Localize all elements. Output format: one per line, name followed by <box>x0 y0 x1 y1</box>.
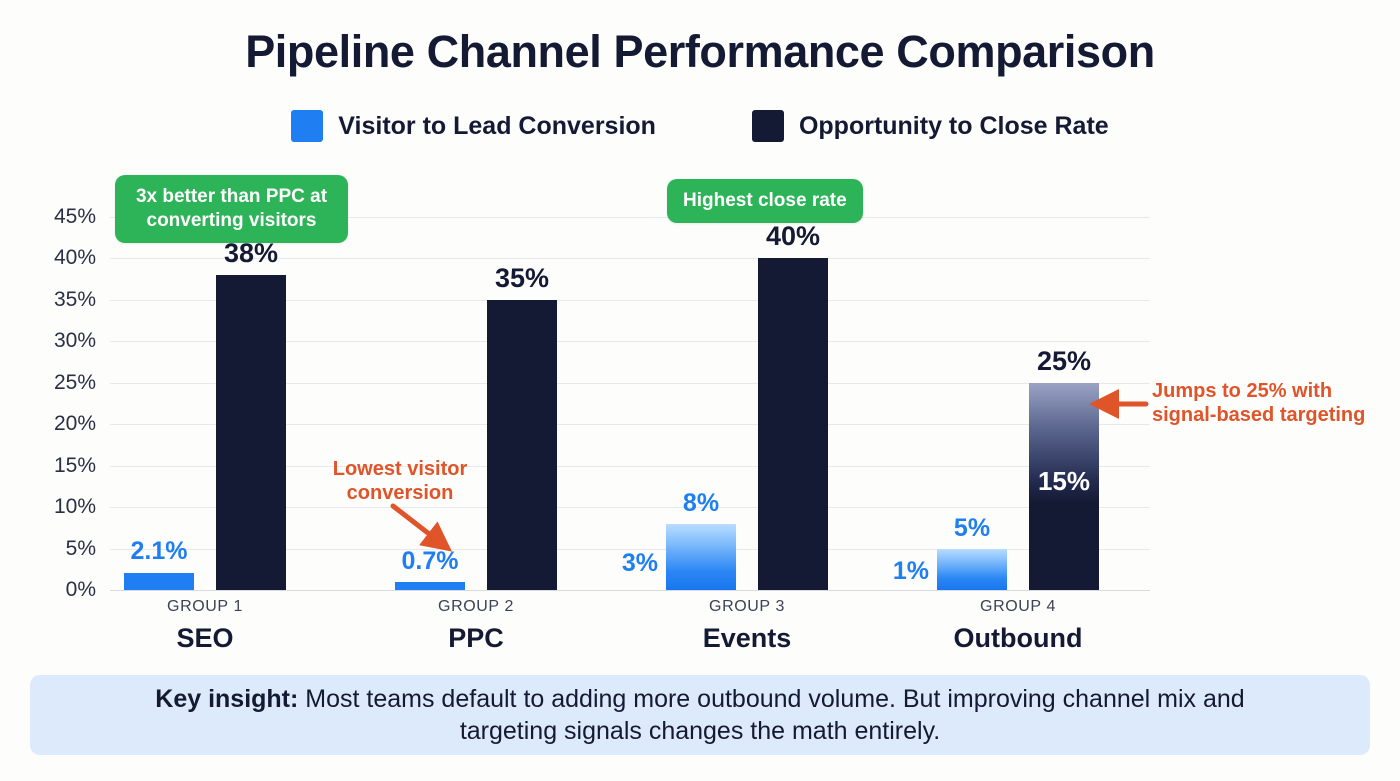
xaxis-group-big-events: Events <box>702 623 792 653</box>
bar-outbound-opportunity-to-close[interactable] <box>1029 382 1099 590</box>
bar-baseline-label-outbound-visitor-to-lead: 1% <box>892 557 929 585</box>
bar-events-visitor-to-lead[interactable] <box>666 523 736 590</box>
legend-label-opportunity-to-close: Opportunity to Close Rate <box>798 111 1109 140</box>
callout-badge-events[interactable]: Highest close rate <box>667 179 863 223</box>
xaxis-group-outbound: GROUP 4 Outbound <box>954 598 1083 654</box>
bar-ppc-visitor-to-lead[interactable] <box>395 582 465 590</box>
bar-seo-visitor-to-lead[interactable] <box>124 572 194 590</box>
bar-label-outbound-visitor-to-lead: 5% <box>953 514 991 542</box>
ytick-label-45: 45% <box>53 205 96 228</box>
bar-label-seo-visitor-to-lead: 2.1% <box>130 537 188 565</box>
bar-group-seo: 2.1% 38% <box>110 217 350 590</box>
xaxis-group-small-outbound: GROUP 4 <box>980 598 1056 615</box>
ytick-label-10: 10% <box>53 495 96 519</box>
xaxis-group-small-ppc: GROUP 2 <box>438 598 514 615</box>
callout-arrow-outbound-icon <box>1089 389 1149 419</box>
bar-group-events: 8% 3% 40% <box>622 217 892 590</box>
callout-note-ppc-line2: conversion <box>346 482 454 505</box>
gridline-0 <box>110 590 1150 591</box>
gridline-10 <box>110 507 1150 509</box>
legend-item-visitor-to-lead[interactable]: Visitor to Lead Conversion <box>291 110 656 142</box>
gridline-45 <box>110 217 1150 218</box>
callout-badge-seo[interactable]: 3x better than PPC at converting visitor… <box>115 175 348 243</box>
key-insight-body: Most teams default to adding more outbou… <box>298 685 1245 745</box>
legend-item-opportunity-to-close[interactable]: Opportunity to Close Rate <box>751 110 1109 142</box>
gridline-35 <box>110 299 1150 301</box>
bar-group-outbound: 5% 1% 25% 15% <box>893 217 1163 590</box>
callout-note-ppc: Lowest visitor conversion <box>327 457 473 506</box>
callout-note-outbound-line2: signal-based targeting <box>1152 404 1366 427</box>
gridline-25 <box>110 382 1150 384</box>
callout-badge-seo-line2: converting visitors <box>146 209 317 231</box>
bar-outbound-visitor-to-lead[interactable] <box>937 548 1007 590</box>
legend-label-visitor-to-lead: Visitor to Lead Conversion <box>338 111 656 140</box>
ytick-label-40: 40% <box>53 246 96 270</box>
xaxis-group-seo: GROUP 1 SEO <box>167 598 243 654</box>
ytick-label-15: 15% <box>53 453 96 477</box>
ytick-label-25: 25% <box>53 370 96 394</box>
gridline-40 <box>110 258 1150 260</box>
ytick-label-35: 35% <box>53 287 96 311</box>
bar-label-ppc-opportunity-to-close: 35% <box>494 263 550 293</box>
xaxis-group-events: GROUP 3 Events <box>703 598 792 654</box>
callout-note-outbound: Jumps to 25% with signal-based targeting <box>1152 379 1365 428</box>
callout-arrow-ppc-icon <box>390 503 453 552</box>
key-insight-panel: Key insight: Most teams default to addin… <box>30 675 1370 755</box>
ytick-label-20: 20% <box>53 412 96 436</box>
legend-swatch-icon-navy <box>751 110 784 142</box>
callout-note-outbound-line1: Jumps to 25% with <box>1152 380 1333 402</box>
bar-events-opportunity-to-close[interactable] <box>758 258 828 590</box>
ytick-label-0: 0% <box>65 578 96 601</box>
xaxis-group-small-events: GROUP 3 <box>709 598 785 615</box>
bar-label-events-opportunity-to-close: 40% <box>765 221 821 251</box>
bar-label-events-visitor-to-lead: 8% <box>682 489 720 517</box>
ytick-label-30: 30% <box>53 329 96 353</box>
page-title: Pipeline Channel Performance Comparison <box>245 26 1155 77</box>
gridline-30 <box>110 341 1150 343</box>
bar-label-outbound-opportunity-to-close: 25% <box>1036 346 1092 376</box>
callout-badge-events-line1: Highest close rate <box>683 190 847 211</box>
key-insight-label: Key insight: <box>155 685 299 713</box>
bar-seo-opportunity-to-close[interactable] <box>216 275 286 590</box>
bar-label-seo-opportunity-to-close: 38% <box>223 238 279 268</box>
xaxis-group-big-seo: SEO <box>176 623 234 653</box>
legend-swatch-icon-blue <box>291 110 324 142</box>
chart-legend: Visitor to Lead Conversion Opportunity t… <box>0 110 1400 142</box>
key-insight-text: Key insight: Most teams default to addin… <box>150 683 1250 747</box>
gridline-20 <box>110 424 1150 426</box>
xaxis-group-small-seo: GROUP 1 <box>167 598 243 615</box>
bar-baseline-label-events-visitor-to-lead: 3% <box>621 549 658 577</box>
callout-badge-seo-line1: 3x better than PPC at <box>135 186 328 207</box>
gridline-15 <box>110 465 1150 467</box>
gridline-5 <box>110 548 1150 550</box>
xaxis-group-ppc: GROUP 2 PPC <box>438 598 514 654</box>
bar-group-ppc: 0.7% 35% <box>381 217 621 590</box>
bar-ppc-opportunity-to-close[interactable] <box>487 299 557 590</box>
xaxis-group-big-outbound: Outbound <box>953 623 1083 653</box>
callout-note-ppc-line1: Lowest visitor <box>332 458 468 480</box>
plot-area: 45% 40% 35% 30% 25% 20% 15% 10% 5% 0% 2.… <box>54 205 1150 653</box>
bar-inside-label-outbound-opportunity-to-close: 15% <box>1037 466 1091 496</box>
ytick-label-5: 5% <box>65 536 96 560</box>
bar-label-ppc-visitor-to-lead: 0.7% <box>401 547 459 575</box>
xaxis-group-big-ppc: PPC <box>448 623 504 653</box>
